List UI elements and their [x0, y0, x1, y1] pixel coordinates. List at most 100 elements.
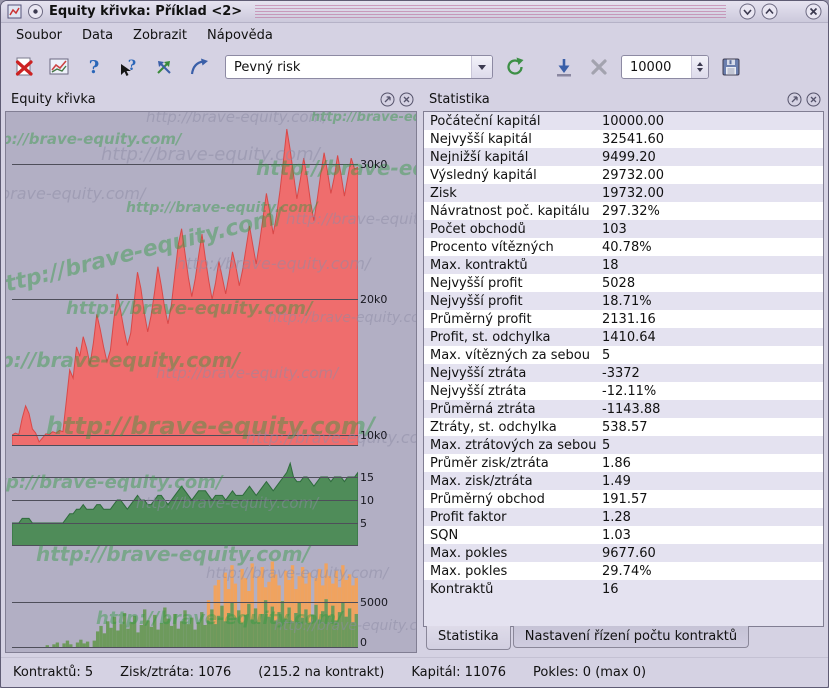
stat-row[interactable]: Max. pokles9677.60	[424, 544, 823, 562]
stat-row[interactable]: Max. vítězných za sebou5	[424, 346, 823, 364]
close-simulation-button[interactable]	[586, 54, 612, 80]
equity-chart[interactable]: 30k020k010k01510550000http://brave-equit…	[5, 111, 417, 653]
risk-model-combobox[interactable]: Pevný risk	[225, 55, 493, 79]
stat-label: Nejvyšší ztráta	[424, 384, 602, 399]
float-panel-button[interactable]	[379, 92, 395, 108]
stat-row[interactable]: Max. ztrátových za sebou5	[424, 436, 823, 454]
stat-row[interactable]: Ztráty, st. odchylka538.57	[424, 418, 823, 436]
y-axis-label: 15	[360, 471, 374, 484]
stat-value: 9499.20	[602, 150, 823, 165]
stat-row[interactable]: Nejvyšší profit5028	[424, 274, 823, 292]
status-segment-2: (215.2 na kontrakt)	[258, 665, 384, 680]
equity-panel-header: Equity křivka	[5, 89, 417, 110]
tabbar: StatistikaNastavení řízení počtu kontrak…	[423, 627, 824, 653]
tab-nastaven-zen-po-tu-kontrakt[interactable]: Nastavení řízení počtu kontraktů	[513, 626, 749, 648]
save-button[interactable]	[718, 54, 744, 80]
stat-row[interactable]: Průměrná ztráta-1143.88	[424, 400, 823, 418]
plot-zisk-ztrata[interactable]	[12, 556, 358, 648]
stat-value: 18.71%	[602, 294, 823, 309]
stat-row[interactable]: Nejvyšší profit18.71%	[424, 292, 823, 310]
close-button[interactable]	[805, 3, 822, 20]
whats-this-button[interactable]: ?	[116, 54, 142, 80]
chart-settings-button[interactable]	[46, 54, 72, 80]
stat-row[interactable]: Kontraktů16	[424, 580, 823, 598]
stat-label: Nejvyšší profit	[424, 294, 602, 309]
stat-value: 1410.64	[602, 330, 823, 345]
stat-row[interactable]: Profit faktor1.28	[424, 508, 823, 526]
status-segment-4: Pokles: 0 (max 0)	[533, 665, 646, 680]
stat-row[interactable]: Max. zisk/ztráta1.49	[424, 472, 823, 490]
stat-row[interactable]: Průměrný obchod191.57	[424, 490, 823, 508]
menubar: SouborDataZobrazitNápověda	[1, 23, 828, 47]
stat-row[interactable]: Nejnižší kapitál9499.20	[424, 148, 823, 166]
delete-chart-button[interactable]	[11, 54, 37, 80]
spinner-arrows-icon[interactable]	[691, 56, 708, 78]
close-panel-button[interactable]	[805, 92, 821, 108]
plot-equity[interactable]	[12, 116, 358, 446]
stat-value: 1.86	[602, 456, 823, 471]
refresh-icon	[504, 56, 526, 78]
stat-label: Nejvyšší kapitál	[424, 132, 602, 147]
maximize-button[interactable]	[761, 3, 778, 20]
panel-title: Equity křivka	[11, 92, 376, 107]
status-segment-0: Kontraktů: 5	[13, 665, 93, 680]
stat-value: 10000.00	[602, 114, 823, 129]
stat-row[interactable]: Procento vítězných40.78%	[424, 238, 823, 256]
stat-row[interactable]: Počáteční kapitál10000.00	[424, 112, 823, 130]
swap-arrows-button[interactable]	[151, 54, 177, 80]
float-icon	[787, 92, 802, 107]
stat-label: Nejvyšší ztráta	[424, 366, 602, 381]
stat-row[interactable]: Výsledný kapitál29732.00	[424, 166, 823, 184]
stat-row[interactable]: Profit, st. odchylka1410.64	[424, 328, 823, 346]
stat-row[interactable]: SQN1.03	[424, 526, 823, 544]
stat-row[interactable]: Max. kontraktů18	[424, 256, 823, 274]
plot-kontrakty[interactable]	[12, 454, 358, 546]
menu-item-data[interactable]: Data	[73, 26, 122, 45]
tab-statistika[interactable]: Statistika	[426, 626, 511, 650]
stat-label: Procento vítězných	[424, 240, 602, 255]
stat-row[interactable]: Nejvyšší ztráta-3372	[424, 364, 823, 382]
stat-row[interactable]: Max. pokles29.74%	[424, 562, 823, 580]
y-axis-label: 20k0	[360, 293, 387, 306]
stat-row[interactable]: Zisk19732.00	[424, 184, 823, 202]
pin-button[interactable]	[27, 3, 44, 20]
stat-value: 19732.00	[602, 186, 823, 201]
float-panel-button[interactable]	[786, 92, 802, 108]
refresh-button[interactable]	[502, 54, 528, 80]
menu-item-n-pov-da[interactable]: Nápověda	[198, 26, 282, 45]
stat-label: Počáteční kapitál	[424, 114, 602, 129]
stat-value: 9677.60	[602, 546, 823, 561]
import-button[interactable]	[551, 54, 577, 80]
stat-row[interactable]: Nejvyšší kapitál32541.60	[424, 130, 823, 148]
menu-item-zobrazit[interactable]: Zobrazit	[124, 26, 196, 45]
stats-table-body: Počáteční kapitál10000.00Nejvyšší kapitá…	[424, 112, 823, 598]
iterations-spinbox[interactable]: 10000	[621, 55, 709, 79]
float-icon	[380, 92, 395, 107]
minimize-button[interactable]	[739, 3, 756, 20]
stat-label: Nejvyšší profit	[424, 276, 602, 291]
menu-item-soubor[interactable]: Soubor	[7, 26, 71, 45]
statusbar: Kontraktů: 5Zisk/ztráta: 1076(215.2 na k…	[1, 657, 828, 687]
stat-label: Zisk	[424, 186, 602, 201]
stat-row[interactable]: Nejvyšší ztráta-12.11%	[424, 382, 823, 400]
stat-row[interactable]: Návratnost poč. kapitálu297.32%	[424, 202, 823, 220]
stat-label: Počet obchodů	[424, 222, 602, 237]
stat-label: Výsledný kapitál	[424, 168, 602, 183]
delete-chart-icon	[13, 56, 35, 78]
save-icon	[720, 56, 742, 78]
spinbox-value: 10000	[622, 60, 691, 75]
window-title: Equity křivka: Příklad <2>	[49, 4, 242, 19]
titlebar[interactable]: Equity křivka: Příklad <2>	[1, 1, 828, 23]
stat-label: Průměr zisk/ztráta	[424, 456, 602, 471]
stat-row[interactable]: Průměrný profit2131.16	[424, 310, 823, 328]
chevron-down-icon[interactable]	[471, 56, 492, 78]
stat-value: 5	[602, 348, 823, 363]
close-panel-button[interactable]	[398, 92, 414, 108]
jump-arrow-button[interactable]	[186, 54, 212, 80]
stat-row[interactable]: Počet obchodů103	[424, 220, 823, 238]
help-button[interactable]: ?	[81, 54, 107, 80]
stat-value: 16	[602, 582, 823, 597]
stat-value: 29732.00	[602, 168, 823, 183]
stat-row[interactable]: Průměr zisk/ztráta1.86	[424, 454, 823, 472]
stat-label: Návratnost poč. kapitálu	[424, 204, 602, 219]
